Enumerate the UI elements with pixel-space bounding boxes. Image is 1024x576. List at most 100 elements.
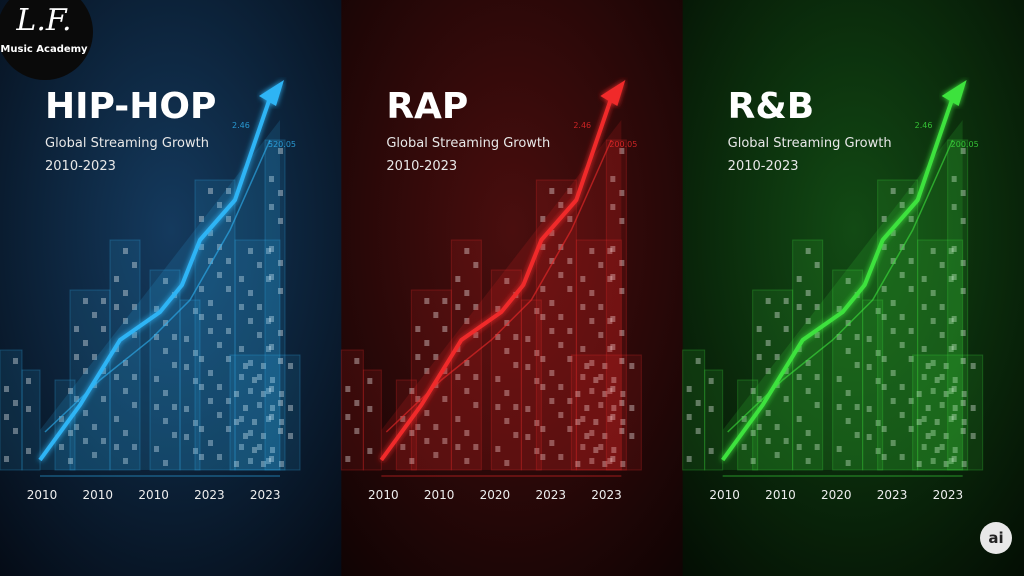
logo-monogram: L.F.: [15, 3, 71, 38]
window: [504, 418, 510, 424]
window: [534, 308, 540, 314]
window: [908, 258, 914, 264]
window: [805, 430, 811, 436]
window: [598, 262, 604, 268]
window: [59, 416, 64, 422]
window: [854, 432, 860, 438]
window: [495, 306, 501, 312]
window: [208, 440, 213, 446]
window: [948, 276, 954, 282]
window: [513, 362, 519, 368]
window: [750, 430, 756, 436]
window: [939, 304, 945, 310]
x-label: 2023: [591, 488, 622, 502]
trend-line: [38, 91, 274, 462]
window: [629, 363, 635, 369]
window: [345, 414, 351, 420]
window: [951, 456, 957, 462]
window: [540, 286, 546, 292]
secondary-line: [385, 139, 613, 433]
window: [525, 364, 531, 370]
window: [814, 332, 820, 338]
window: [239, 304, 244, 310]
window: [83, 298, 88, 304]
window: [921, 444, 927, 450]
window: [866, 336, 872, 342]
window: [525, 434, 531, 440]
window: [184, 364, 189, 370]
window: [464, 360, 470, 366]
window: [172, 362, 177, 368]
window: [473, 304, 479, 310]
window: [916, 461, 922, 467]
window: [961, 419, 967, 425]
window: [836, 376, 842, 382]
window: [208, 300, 213, 306]
window: [610, 344, 616, 350]
window: [765, 438, 771, 444]
window: [13, 358, 18, 364]
window: [686, 414, 692, 420]
window: [26, 406, 31, 412]
window: [854, 362, 860, 368]
window: [948, 346, 954, 352]
window: [239, 444, 244, 450]
building: [229, 354, 301, 471]
window: [266, 318, 271, 324]
window: [951, 386, 957, 392]
window: [442, 298, 448, 304]
window: [598, 332, 604, 338]
panel-background: [682, 0, 1024, 576]
window: [930, 318, 936, 324]
window: [234, 391, 239, 397]
window: [960, 288, 966, 294]
window: [270, 405, 275, 411]
window: [270, 447, 275, 453]
window: [619, 148, 625, 154]
window: [278, 218, 283, 224]
window: [881, 384, 887, 390]
window: [199, 454, 204, 460]
window: [765, 410, 771, 416]
window: [288, 363, 293, 369]
window: [960, 190, 966, 196]
window: [866, 406, 872, 412]
window: [278, 288, 283, 294]
window: [455, 444, 461, 450]
window: [278, 330, 283, 336]
window: [934, 377, 940, 383]
window: [257, 262, 262, 268]
window: [558, 342, 564, 348]
building: [194, 179, 236, 471]
window: [951, 176, 957, 182]
window: [473, 374, 479, 380]
window: [708, 378, 714, 384]
window: [154, 446, 159, 452]
window: [278, 148, 283, 154]
window: [930, 290, 936, 296]
window: [908, 426, 914, 432]
window: [611, 405, 617, 411]
window: [266, 416, 271, 422]
window: [619, 218, 625, 224]
window: [217, 412, 222, 418]
window: [248, 430, 253, 436]
window: [783, 396, 789, 402]
window: [939, 402, 945, 408]
building: [264, 139, 286, 471]
window: [68, 458, 73, 464]
ai-badge[interactable]: ai: [980, 522, 1012, 554]
window: [610, 316, 616, 322]
window: [239, 416, 244, 422]
window: [921, 374, 927, 380]
window: [74, 326, 79, 332]
area-fill: [40, 120, 280, 470]
window: [598, 304, 604, 310]
window: [540, 314, 546, 320]
x-label: 2010: [765, 488, 796, 502]
window: [866, 434, 872, 440]
annotation: 200.05: [609, 140, 637, 149]
window: [261, 461, 266, 467]
window: [132, 332, 137, 338]
window: [252, 447, 257, 453]
